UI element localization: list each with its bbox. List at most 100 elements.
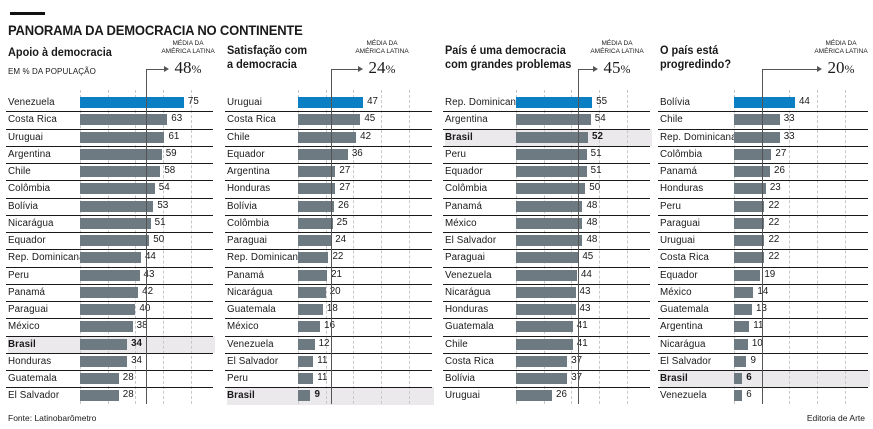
gridline [516,90,517,404]
row-separator [225,336,432,337]
category-label: Guatemala [445,321,494,333]
value-label: 41 [576,320,588,332]
value-label: 11 [317,372,328,383]
category-label: Paraguai [445,252,486,264]
average-arrow [578,69,593,70]
bar [734,355,747,367]
value-label: 26 [338,199,349,211]
value-label: 11 [317,354,328,366]
bar [80,390,119,402]
value-label: 44 [798,96,810,107]
category-label: Panamá [660,166,698,177]
value-label: 22 [768,251,780,263]
bar [80,114,168,126]
category-label: México [227,321,259,333]
category-label: Honduras [227,183,271,195]
value-label: 37 [571,372,583,383]
value-label: 26 [774,165,785,176]
bar [80,321,133,333]
bar [516,304,576,316]
category-label: Rep. Dominicana [227,252,304,264]
category-label: El Salvador [227,355,279,367]
row-separator [6,370,213,371]
row-separator [6,387,213,388]
category-label: Uruguai [8,131,44,143]
row-separator [658,318,868,319]
bar [80,166,161,178]
value-label: 50 [153,234,165,245]
category-label: Uruguai [660,235,696,246]
bar [80,252,141,264]
bar [298,286,326,298]
bar [516,355,568,367]
category-label: Bolívia [227,200,258,212]
value-label: 22 [768,216,780,228]
value-label: 50 [589,182,601,194]
category-label: Rep. Dominicana [445,97,522,108]
value-label: 27 [775,147,787,159]
gridline [353,90,355,404]
gridline [381,90,383,404]
category-label: Brasil [660,373,688,384]
average-arrow [761,69,817,70]
row-separator [225,146,432,147]
row-separator [225,284,432,285]
value-label: 61 [168,130,180,142]
value-label: 27 [339,165,351,176]
bar [516,217,583,229]
value-label: 34 [131,354,142,366]
row-separator [225,387,432,388]
value-label: 44 [580,268,592,280]
value-label: 53 [157,199,169,211]
category-label: Peru [8,269,30,281]
row-separator [658,232,868,233]
row-separator [443,301,650,302]
bar [734,321,750,333]
page-title: PANORAMA DA DEMOCRACIA NO CONTINENTE [8,22,303,38]
bar [80,97,184,109]
category-label: Nicarágua [660,338,706,350]
row-separator [658,370,868,371]
value-label: 38 [136,320,148,332]
row-separator [225,129,432,130]
average-value: 20% [796,58,873,78]
value-label: 9 [314,389,320,401]
category-label: Chile [227,131,250,143]
bar [80,217,151,229]
bar [80,235,150,247]
category-label: Colômbia [8,183,51,195]
average-caption: MÉDIA DA [825,40,857,47]
value-label: 27 [339,182,351,194]
value-label: 34 [131,337,142,349]
value-label: 18 [326,303,338,314]
row-separator [443,336,650,337]
bar [298,131,357,143]
bar [298,235,332,247]
row-separator [225,198,432,199]
value-label: 43 [579,285,591,297]
value-label: 63 [171,113,183,125]
category-label: Honduras [660,183,704,195]
value-label: 43 [143,268,155,280]
bar [734,304,752,316]
value-label: 20 [329,285,341,297]
category-label: Venezuela [660,390,707,402]
category-label: Costa Rica [660,252,709,264]
panel-title: País é uma democracia [445,45,566,57]
bar [734,269,761,281]
gridline [844,90,846,404]
bar [298,304,323,316]
row-separator [658,336,868,337]
row-separator [225,215,432,216]
bar [734,148,772,160]
average-value: 24% [337,58,427,78]
value-label: 47 [367,96,378,107]
category-label: Paraguai [8,304,49,315]
row-separator [443,129,650,130]
row-separator [6,336,213,337]
gridline [190,90,192,404]
row-separator [225,163,432,164]
value-label: 11 [753,320,764,332]
gridline [599,90,601,404]
value-label: 42 [360,130,372,142]
